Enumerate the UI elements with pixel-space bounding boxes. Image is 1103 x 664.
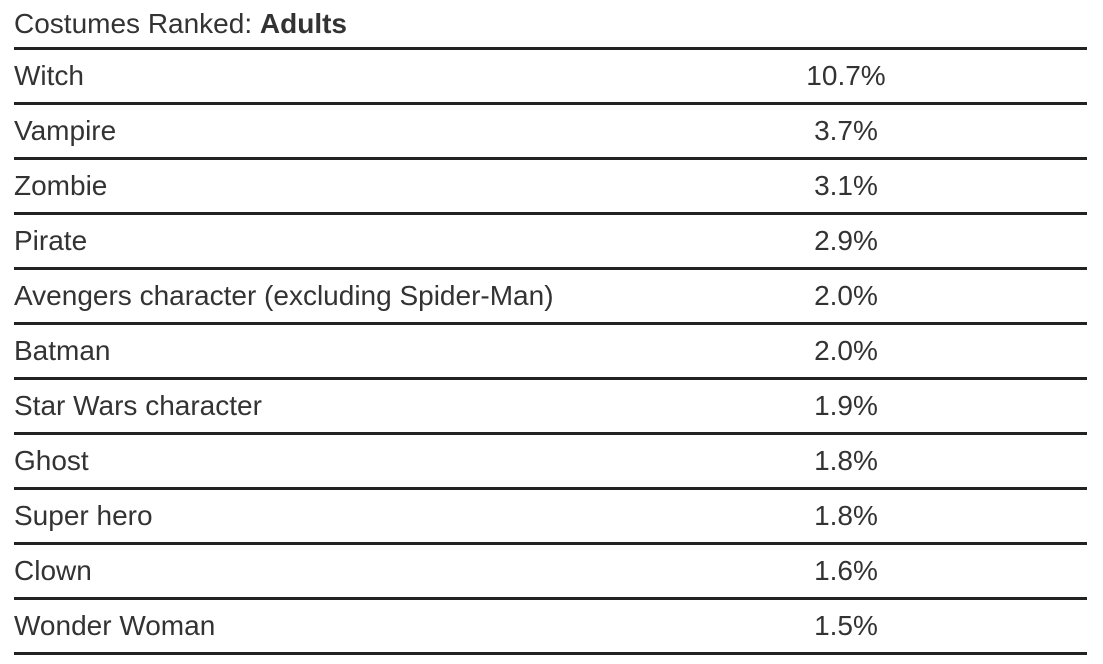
costume-percentage: 2.9% — [814, 225, 878, 256]
costume-percentage: 3.1% — [814, 170, 878, 201]
table-title: Costumes Ranked: Adults — [14, 4, 347, 44]
table-row: Zombie 3.1% — [14, 160, 1087, 215]
table-row: Avengers character (excluding Spider-Man… — [14, 270, 1087, 325]
costume-name: Avengers character (excluding Spider-Man… — [14, 280, 554, 311]
costume-percentage: 3.7% — [814, 115, 878, 146]
table-row: Wonder Woman 1.5% — [14, 600, 1087, 655]
costume-name: Vampire — [14, 115, 117, 146]
costume-percentage: 2.0% — [814, 280, 878, 311]
table-row: Pirate 2.9% — [14, 215, 1087, 270]
costume-percentage: 1.8% — [814, 500, 878, 531]
costume-name: Star Wars character — [14, 390, 262, 421]
table-row: Star Wars character 1.9% — [14, 380, 1087, 435]
costume-name: Zombie — [14, 170, 108, 201]
costume-name: Batman — [14, 335, 111, 366]
costume-percentage: 10.7% — [806, 60, 886, 91]
costume-percentage: 1.8% — [814, 445, 878, 476]
costume-ranking-table: Witch 10.7% Vampire 3.7% Zombie 3.1% Pir… — [14, 47, 1087, 655]
table-row: Clown 1.6% — [14, 545, 1087, 600]
table-row: Batman 2.0% — [14, 325, 1087, 380]
costume-name: Wonder Woman — [14, 610, 216, 641]
costume-percentage: 2.0% — [814, 335, 878, 366]
table-title-prefix: Costumes Ranked: — [14, 8, 253, 39]
costume-name: Pirate — [14, 225, 88, 256]
table-row: Witch 10.7% — [14, 50, 1087, 105]
costume-name: Clown — [14, 555, 92, 586]
costume-percentage: 1.5% — [814, 610, 878, 641]
table-title-emphasis: Adults — [259, 8, 347, 39]
costume-percentage: 1.9% — [814, 390, 878, 421]
costume-percentage: 1.6% — [814, 555, 878, 586]
costume-name: Super hero — [14, 500, 153, 531]
costume-name: Witch — [14, 60, 84, 91]
table-row: Ghost 1.8% — [14, 435, 1087, 490]
table-row: Super hero 1.8% — [14, 490, 1087, 545]
costume-name: Ghost — [14, 445, 89, 476]
table-row: Vampire 3.7% — [14, 105, 1087, 160]
